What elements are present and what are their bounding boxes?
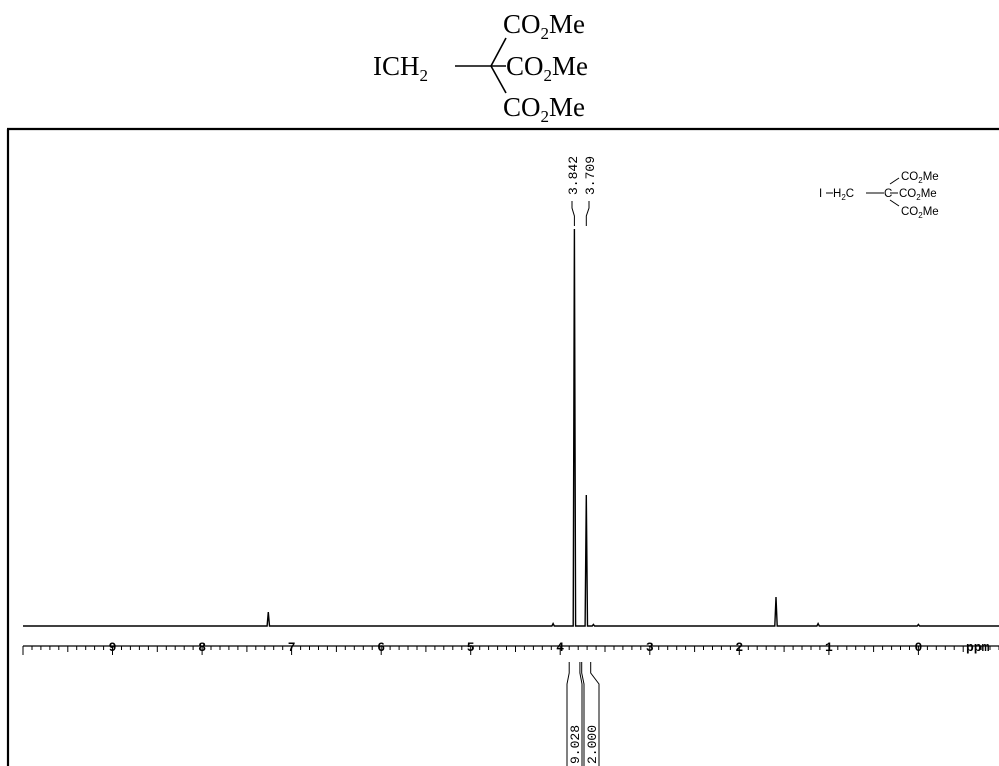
x-tick-label: 7	[288, 640, 296, 655]
integral-bracket-left	[566, 662, 570, 766]
x-tick-label: 6	[377, 640, 385, 655]
molecule-structure: CO2Me ICH2 CO2Me CO2Me	[373, 9, 588, 124]
x-tick-label: 3	[646, 640, 654, 655]
integrals: 9.028 2.000	[566, 662, 600, 766]
ester-bottom-label: CO2Me	[503, 92, 585, 124]
peak-label: 3.709	[583, 156, 598, 195]
peak-label: 3.842	[566, 156, 581, 195]
integral-value: 2.000	[585, 725, 600, 764]
x-tick-label: 9	[109, 640, 117, 655]
x-tick-label: 1	[825, 640, 833, 655]
peak-label-connector	[571, 201, 575, 226]
peak-label-connector	[585, 201, 590, 226]
inset-iodide: I	[819, 188, 822, 200]
inset-methylene: H2C	[833, 188, 854, 202]
integral-value: 9.028	[568, 725, 583, 764]
x-tick-label: 4	[556, 640, 564, 655]
ester-top-label: CO2Me	[503, 9, 585, 43]
x-tick-label: 5	[467, 640, 475, 655]
integral-bracket-right	[590, 662, 600, 766]
inset-central-carbon: C	[884, 188, 892, 200]
integral-bracket-right	[579, 662, 583, 766]
x-tick-label: 8	[198, 640, 206, 655]
x-tick-label: 2	[735, 640, 743, 655]
inset-ester-bottom: CO2Me	[901, 206, 939, 220]
plot-frame	[6, 127, 999, 766]
inset-ester-top: CO2Me	[901, 171, 939, 185]
inset-ester-middle: CO2Me	[899, 188, 937, 202]
substituent-label: ICH2	[373, 51, 428, 85]
x-tick-label: 0	[914, 640, 922, 655]
x-axis-label: ppm	[966, 640, 990, 655]
peak-labels: 3.842 3.709	[566, 156, 598, 226]
x-axis: 9 8 7 6 5 4 3 2 1 0	[22, 640, 999, 655]
inset-structure: CO2Me I H2C C CO2Me CO2Me	[819, 171, 939, 220]
spectrum-trace	[23, 228, 999, 627]
ester-middle-label: CO2Me	[506, 51, 588, 85]
bonds	[455, 37, 507, 94]
integral-bracket-left	[581, 662, 585, 766]
